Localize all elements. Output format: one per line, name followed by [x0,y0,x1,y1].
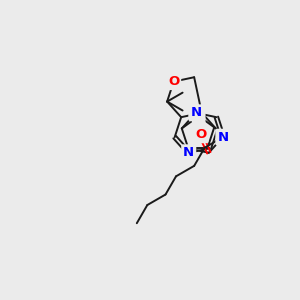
Text: N: N [190,106,201,119]
Text: S: S [194,110,204,123]
Text: N: N [183,146,194,159]
Text: O: O [168,75,179,88]
Text: O: O [195,128,206,141]
Text: N: N [217,131,228,144]
